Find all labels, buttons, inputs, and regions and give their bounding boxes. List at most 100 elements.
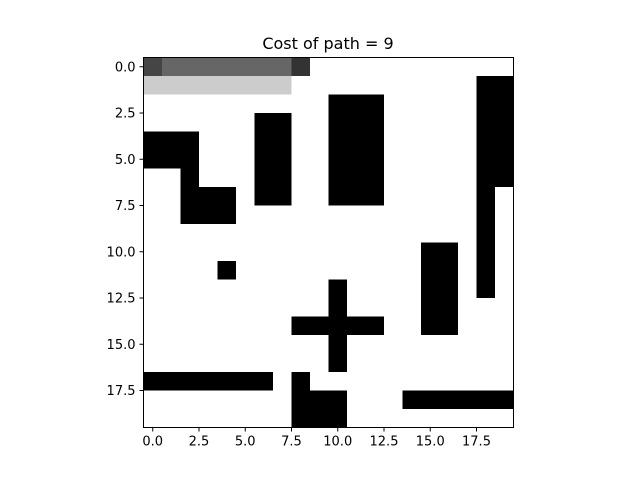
- grid-cell: [273, 316, 292, 336]
- grid-cell: [384, 187, 403, 206]
- grid-cell: [458, 76, 477, 95]
- grid-cell: [458, 94, 477, 114]
- grid-cell: [310, 94, 329, 114]
- grid-cell: [236, 335, 255, 354]
- grid-cell: [495, 57, 514, 77]
- grid-cell: [254, 94, 274, 114]
- grid-cell: [476, 261, 496, 280]
- grid-cell: [254, 205, 274, 225]
- grid-cell: [476, 335, 496, 354]
- grid-cell: [310, 353, 329, 373]
- grid-cell: [328, 187, 348, 206]
- grid-cell: [328, 76, 348, 95]
- grid-cell: [291, 131, 311, 151]
- grid-cell: [180, 131, 200, 151]
- grid-cell: [291, 113, 311, 132]
- grid-cell: [365, 57, 385, 77]
- grid-cell: [439, 113, 459, 132]
- grid-cell: [143, 224, 163, 243]
- grid-cell: [199, 279, 218, 299]
- grid-cell: [180, 261, 200, 280]
- grid-cell: [143, 168, 163, 188]
- grid-cell: [217, 372, 237, 391]
- grid-cell: [273, 372, 292, 391]
- grid-cell: [365, 94, 385, 114]
- grid-cell: [347, 298, 366, 317]
- grid-cell: [217, 131, 237, 151]
- grid-cell: [180, 279, 200, 299]
- grid-cell: [291, 150, 311, 169]
- grid-cell: [143, 150, 163, 169]
- grid-cell: [458, 187, 477, 206]
- grid-cell: [143, 390, 163, 410]
- grid-cell: [328, 224, 348, 243]
- grid-cell: [254, 242, 274, 262]
- grid-cell: [143, 57, 163, 77]
- grid-cell: [495, 131, 514, 151]
- grid-cell: [476, 409, 496, 428]
- grid-cell: [162, 261, 181, 280]
- grid-cell: [495, 298, 514, 317]
- grid-cell: [421, 113, 440, 132]
- grid-cell: [236, 279, 255, 299]
- grid-cell: [199, 390, 218, 410]
- grid-cell: [421, 224, 440, 243]
- grid-cell: [439, 131, 459, 151]
- grid-cell: [439, 168, 459, 188]
- grid-cell: [402, 94, 422, 114]
- grid-cell: [495, 372, 514, 391]
- grid-cell: [236, 131, 255, 151]
- grid-cell: [291, 279, 311, 299]
- grid-cell: [254, 57, 274, 77]
- grid-cell: [217, 150, 237, 169]
- y-tick-label: 17.5: [107, 384, 136, 399]
- grid-cell: [254, 390, 274, 410]
- grid-cell: [458, 150, 477, 169]
- grid-cell: [162, 335, 181, 354]
- grid-cell: [402, 76, 422, 95]
- grid-cell: [347, 168, 366, 188]
- grid-cell: [402, 409, 422, 428]
- grid-cell: [421, 335, 440, 354]
- grid-cell: [421, 242, 440, 262]
- grid-cell: [217, 187, 237, 206]
- grid-cell: [273, 131, 292, 151]
- grid-cell: [328, 316, 348, 336]
- grid-cell: [402, 224, 422, 243]
- grid-cell: [236, 409, 255, 428]
- grid-cell: [291, 224, 311, 243]
- grid-cell: [476, 316, 496, 336]
- grid-cell: [458, 372, 477, 391]
- grid-cell: [476, 150, 496, 169]
- grid-cell: [384, 224, 403, 243]
- grid-cell: [199, 187, 218, 206]
- grid-cell: [162, 205, 181, 225]
- grid-cell: [291, 76, 311, 95]
- grid-cell: [495, 94, 514, 114]
- grid-cell: [458, 242, 477, 262]
- grid-cell: [180, 224, 200, 243]
- grid-cell: [328, 168, 348, 188]
- grid-cell: [143, 372, 163, 391]
- grid-cell: [199, 242, 218, 262]
- grid-cell: [476, 242, 496, 262]
- grid-cell: [310, 187, 329, 206]
- grid-cell: [402, 131, 422, 151]
- grid-cell: [291, 335, 311, 354]
- grid-cell: [328, 57, 348, 77]
- grid-cell: [199, 261, 218, 280]
- grid-cell: [458, 390, 477, 410]
- grid-cell: [310, 335, 329, 354]
- grid-cell: [439, 316, 459, 336]
- grid-cell: [273, 409, 292, 428]
- grid-cell: [162, 131, 181, 151]
- grid-cell: [384, 409, 403, 428]
- grid-cell: [347, 94, 366, 114]
- grid-cell: [180, 57, 200, 77]
- grid-cell: [199, 205, 218, 225]
- grid-cell: [199, 372, 218, 391]
- grid-cell: [180, 316, 200, 336]
- grid-cell: [421, 150, 440, 169]
- grid-cell: [236, 57, 255, 77]
- grid-cell: [458, 353, 477, 373]
